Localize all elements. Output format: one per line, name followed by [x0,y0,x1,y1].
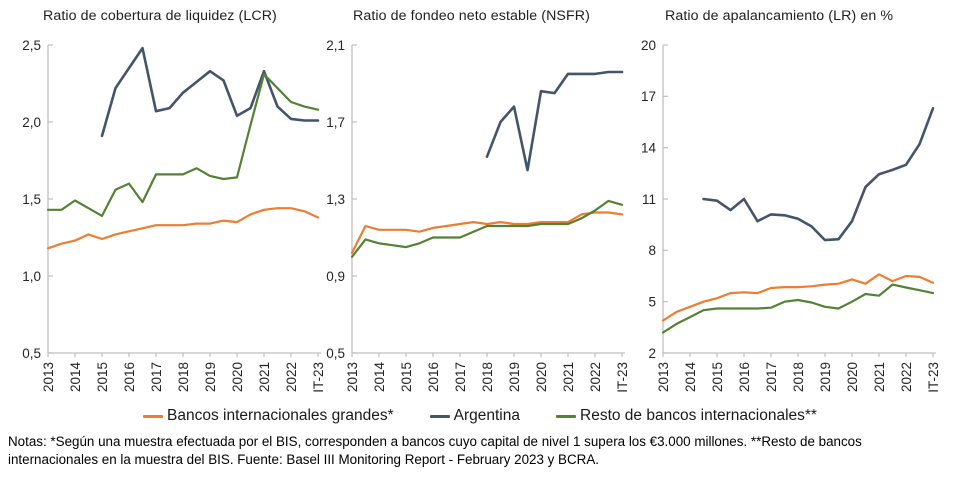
x-tick-label: IT-23 [311,362,326,393]
y-tick-label: 2 [648,346,656,361]
series-line-resto [46,73,320,217]
x-tick-label: 2017 [149,362,164,392]
panel-title-nsfr: Ratio de fondeo neto estable (NSFR) [353,8,590,24]
y-tick-label: 0,9 [326,269,345,284]
chart-legend: Bancos internacionales grandes* Argentin… [0,402,960,430]
series-line-argentina [100,46,320,138]
y-tick-label: 2,0 [22,115,41,130]
x-tick-label: 2019 [203,362,218,392]
x-tick-label: 2017 [764,362,779,392]
x-tick-label: 2018 [176,362,191,392]
x-tick-label: 2022 [588,362,603,392]
x-tick-label: 2019 [818,362,833,392]
x-tick-label: 2021 [872,362,887,392]
x-tick-label: 2015 [399,362,414,392]
legend-dash-grandes-icon [143,414,164,418]
series-line-grandes [661,273,935,322]
y-tick-label: 20 [641,38,656,53]
series-line-argentina [485,70,624,172]
y-tick-label: 1,7 [326,115,345,130]
y-tick-label: 11 [642,192,656,207]
legend-label-resto: Resto de bancos internacionales** [580,407,817,424]
y-tick-label: 1,0 [22,269,41,284]
y-tick-label: 14 [641,140,657,155]
x-tick-label: 2014 [372,362,387,393]
x-tick-label: 2021 [257,362,272,392]
panel-title-lr: Ratio de apalancamiento (LR) en % [665,8,894,24]
x-tick-label: 2015 [710,362,725,392]
x-tick-label: 2014 [683,362,698,393]
legend-item-argentina: Argentina [429,407,520,425]
x-tick-label: 2020 [230,362,245,392]
y-tick-label: 17 [641,89,656,104]
y-tick-label: 2,1 [326,38,345,53]
x-tick-label: 2014 [68,362,83,393]
legend-item-grandes: Bancos internacionales grandes* [143,407,394,425]
x-tick-label: 2022 [284,362,299,392]
legend-item-resto: Resto de bancos internacionales** [556,407,817,425]
series-line-resto [661,283,935,334]
y-tick-label: 5 [648,294,656,309]
y-tick-label: 1,5 [22,192,41,207]
x-tick-label: 2020 [534,362,549,392]
panel-title-lcr: Ratio de cobertura de liquidez (LCR) [43,8,277,24]
x-tick-label: 2016 [737,362,752,392]
x-tick-label: 2013 [41,362,56,392]
x-tick-label: 2018 [480,362,495,392]
x-tick-label: 2020 [845,362,860,392]
series-line-argentina [702,107,935,242]
series-line-grandes [350,211,624,254]
x-tick-label: 2015 [95,362,110,392]
y-tick-label: 2,5 [22,38,41,53]
x-tick-label: 2022 [899,362,914,392]
y-tick-label: 0,5 [22,346,41,361]
x-tick-label: 2013 [345,362,360,392]
x-tick-label: IT-23 [615,362,630,393]
y-tick-label: 8 [648,243,656,258]
y-tick-label: 1,3 [326,192,345,207]
x-tick-label: 2019 [507,362,522,392]
x-tick-label: 2021 [561,362,576,392]
series-line-grandes [46,207,320,250]
x-tick-label: 2016 [426,362,441,392]
x-tick-label: 2013 [656,362,671,392]
legend-label-grandes: Bancos internacionales grandes* [167,407,394,424]
footnotes: Notas: *Según una muestra efectuada por … [8,434,862,467]
legend-dash-resto-icon [556,414,576,418]
legend-dash-argentina-icon [429,414,450,418]
panel-nsfr: 0,5 0,9 1,3 1,7 2,1 2013 2014 2015 2016 2017 2018 2… [326,38,630,393]
x-tick-label: 2017 [453,362,468,392]
x-tick-label: 2016 [122,362,137,392]
panel-lr: 2 5 8 11 14 17 20 2013 2014 2015 2016 2017 2018 2019 2… [641,38,941,393]
x-tick-label: 2018 [791,362,806,392]
series-line-resto [350,199,624,258]
panel-lcr: 0,5 1,0 1,5 2,0 2,5 2013 2014 2015 2016 2017 2018 2… [22,38,326,393]
legend-label-argentina: Argentina [453,407,520,424]
x-tick-label: IT-23 [926,362,941,393]
y-tick-label: 0,5 [326,346,345,361]
